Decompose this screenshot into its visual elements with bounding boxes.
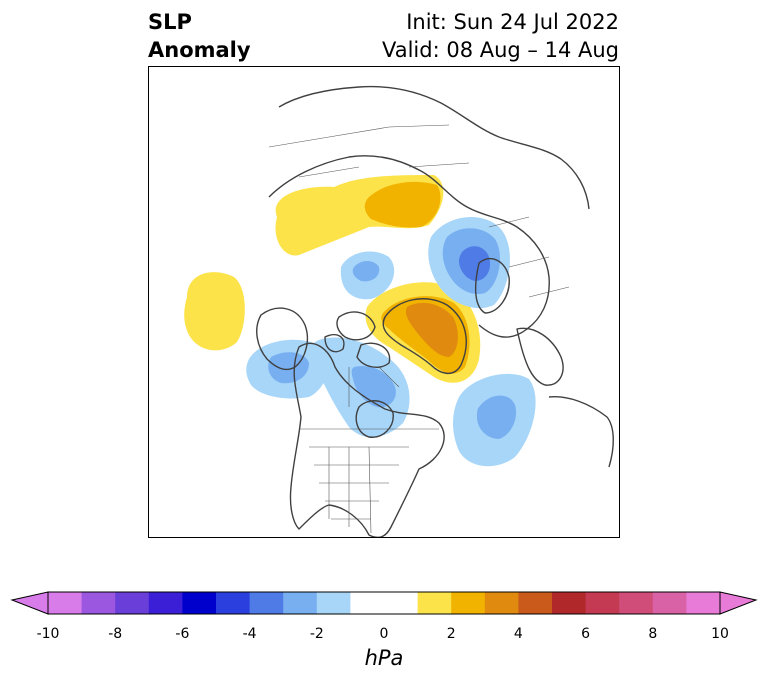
colorbar-tick-label: 2 (446, 626, 456, 642)
positive-anomaly-siberia-core (364, 181, 441, 228)
colorbar-cell (316, 592, 351, 614)
asia-outline (278, 85, 590, 210)
negative-anomaly-east-siberia-core (352, 261, 380, 282)
colorbar-cell (484, 592, 519, 614)
colorbar-cells (48, 592, 721, 614)
colorbar-unit: hPa (364, 646, 404, 670)
colorbar-cell (350, 592, 385, 614)
colorbar-cell (81, 592, 116, 614)
colorbar-cell (115, 592, 150, 614)
colorbar-cell (451, 592, 486, 614)
positive-anomaly-pacific (184, 272, 245, 351)
forecast-dates: Init: Sun 24 Jul 2022 Valid: 08 Aug – 14… (382, 8, 619, 64)
colorbar-tick-label: -10 (36, 626, 60, 642)
colorbar-cell (686, 592, 721, 614)
political-borders (268, 124, 570, 534)
colorbar-cell (417, 592, 452, 614)
colorbar-tick-label: 10 (711, 626, 729, 642)
colorbar-tick-label: -4 (242, 626, 257, 642)
colorbar-cell (552, 592, 587, 614)
colorbar (10, 591, 758, 615)
coastlines (256, 85, 614, 537)
map-variable-title: SLP Anomaly (148, 10, 251, 62)
colorbar-tick-label: 0 (379, 626, 389, 642)
greenland-coast (382, 298, 467, 374)
colorbar-cell (48, 592, 83, 614)
colorbar-tick-label: -8 (108, 626, 123, 642)
colorbar-cell (216, 592, 251, 614)
alaska-coast (256, 307, 309, 371)
colorbar-extend-low (10, 591, 49, 615)
negative-anomaly-alaska-core (268, 352, 309, 384)
colorbar-tick-label: 4 (513, 626, 523, 642)
colorbar-cell (148, 592, 183, 614)
negative-anomaly-barents-core (459, 246, 491, 281)
eurasia-coast (268, 155, 550, 338)
map-panel (148, 66, 620, 538)
negative-anomaly-atlantic-core (477, 395, 517, 439)
colorbar-cell (249, 592, 284, 614)
colorbar-cell (518, 592, 553, 614)
anomaly-shading (184, 175, 536, 467)
valid-range: Valid: 08 Aug – 14 Aug (381, 38, 619, 62)
anomaly-map (184, 85, 614, 537)
colorbar-cell (283, 592, 318, 614)
colorbar-cell (182, 592, 217, 614)
colorbar-cell (585, 592, 620, 614)
init-date: Init: Sun 24 Jul 2022 (406, 10, 619, 34)
colorbar-cell (384, 592, 419, 614)
colorbar-tick-label: 6 (581, 626, 591, 642)
scandinavia-coast (474, 258, 510, 314)
colorbar-extend-high (719, 591, 758, 615)
north-america-coast (289, 342, 445, 537)
colorbar-tick-label: 8 (648, 626, 658, 642)
colorbar-frame (47, 591, 721, 615)
hudson-bay-coast (355, 400, 394, 438)
negative-anomaly-hudson-core (351, 365, 396, 408)
colorbar-cell (619, 592, 654, 614)
colorbar-cell (652, 592, 687, 614)
colorbar-tick-label: -2 (309, 626, 324, 642)
africa-coast (548, 395, 614, 468)
positive-anomaly-greenland-core (405, 302, 458, 357)
colorbar-tick-label: -6 (175, 626, 190, 642)
europe-coast (516, 327, 564, 386)
arctic-islands-coast (324, 311, 391, 368)
